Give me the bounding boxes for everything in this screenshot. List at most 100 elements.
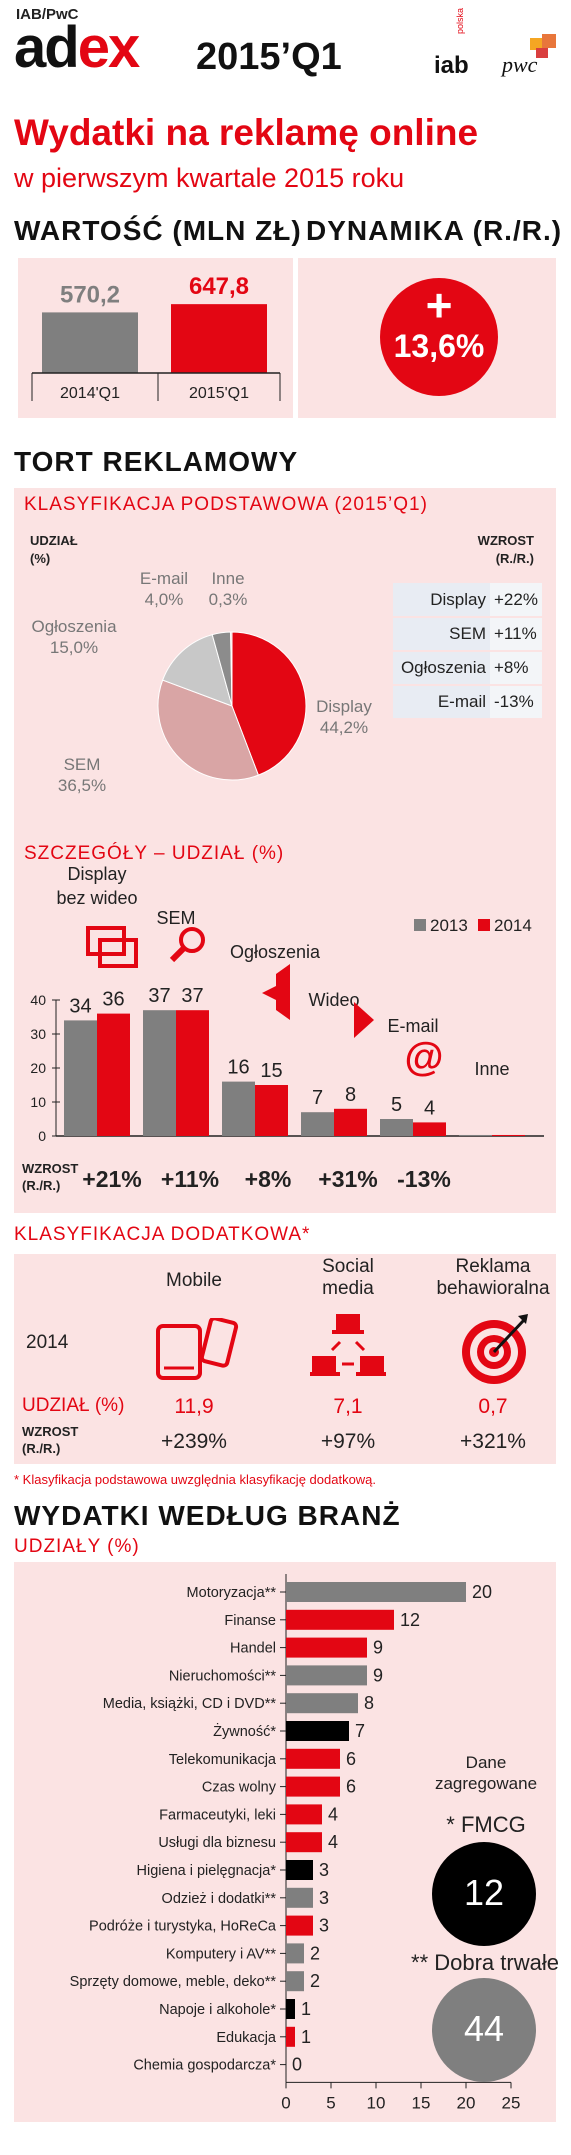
details-bar <box>64 1020 97 1136</box>
headline-subtitle: w pierwszym kwartale 2015 roku <box>14 163 405 193</box>
details-bar <box>301 1112 334 1136</box>
industry-bar <box>286 1776 340 1797</box>
details-bar-label: 7 <box>312 1087 323 1109</box>
industry-bar <box>286 1693 358 1714</box>
pie-label-value: 15,0% <box>50 638 98 657</box>
industry-category-label: Motoryzacja** <box>187 1585 277 1601</box>
industry-bar-label: 6 <box>346 1777 356 1797</box>
pie-label-value: 4,0% <box>145 590 184 609</box>
industry-bar <box>286 1832 322 1853</box>
growth-row-value: +22% <box>490 583 542 618</box>
share-label: UDZIAŁ (%) <box>30 532 78 568</box>
details-bar-label: 4 <box>424 1097 435 1119</box>
industry-bar-label: 2 <box>310 1943 320 1963</box>
details-bar <box>492 1134 525 1136</box>
industry-bar-label: 3 <box>319 1888 329 1908</box>
growth-row-label: E-mail <box>393 685 490 720</box>
industry-category-label: Podróże i turystyka, HoReCa <box>89 1919 277 1935</box>
extra-item-growth: +97% <box>320 1430 376 1453</box>
growth-label-line2: (R./R.) <box>495 551 534 566</box>
industry-bar <box>286 1915 313 1936</box>
industry-bar-label: 6 <box>346 1749 356 1769</box>
industry-x-tick-label: 20 <box>457 2093 476 2112</box>
industry-bar-label: 7 <box>355 1721 365 1741</box>
value-bar-label: 647,8 <box>189 273 249 300</box>
details-category-label: SEM <box>156 908 195 928</box>
growth-row-value: -13% <box>490 685 542 720</box>
industry-bar <box>286 1637 367 1658</box>
details-bar-label: 34 <box>69 995 91 1017</box>
search-icon <box>169 927 205 963</box>
pie-label-name: Inne <box>211 569 244 588</box>
pie-chart: Display 44,2% SEM 36,5% Ogłoszenia 15,0% E-mai… <box>31 569 372 795</box>
industry-category-label: Nieruchomości** <box>169 1668 277 1684</box>
details-category-label: E-mail <box>387 1016 438 1036</box>
details-growth-value: +21% <box>82 1166 142 1192</box>
industry-category-label: Higiena i pielęgnacja* <box>137 1863 277 1879</box>
pie-slice <box>162 634 233 707</box>
industry-category-label: Czas wolny <box>202 1780 277 1796</box>
industry-bar-label: 0 <box>292 2055 302 2075</box>
details-growth-label: WZROST (R./R.) <box>22 1160 78 1194</box>
details-category-label: bez wideo <box>56 888 137 908</box>
industry-x-tick-label: 0 <box>281 2093 290 2112</box>
extra-item-behavioral: Reklama behawioralna <box>418 1256 568 1300</box>
legend-label: 2013 <box>430 916 468 935</box>
target-icon <box>462 1314 528 1384</box>
pie-label-name: Display <box>316 697 372 716</box>
headline-title: Wydatki na reklamę online <box>14 112 479 153</box>
aggregated-label-line2: zagregowane <box>434 1774 538 1793</box>
details-bar <box>459 1134 492 1136</box>
details-growth-values: +21% +11% +8% +31% -13% <box>72 1166 552 1196</box>
details-bar-label: 15 <box>260 1060 282 1082</box>
industry-category-label: Chemia gospodarcza* <box>133 2058 276 2074</box>
details-bar-chart: 0 10 20 30 40 34 36 Display bez wideo 37 37 SEM 16 15… <box>30 864 544 1144</box>
extra-growth-label: WZROST (R./R.) <box>22 1423 78 1457</box>
industry-category-label: Farmaceutyki, leki <box>159 1807 276 1823</box>
extra-item-name2: media <box>322 1278 374 1299</box>
industry-bar <box>286 1860 313 1880</box>
details-category-label: Wideo <box>308 990 359 1010</box>
y-tick-label: 20 <box>30 1060 46 1076</box>
aggregated-label-line1: Dane <box>465 1753 507 1772</box>
search-icon-handle <box>169 945 187 963</box>
extra-item-name2: behawioralna <box>436 1278 550 1299</box>
details-bar-label: 37 <box>148 985 170 1007</box>
adex-logo: adex <box>14 15 140 80</box>
adex-logo-ex: ex <box>77 15 140 80</box>
iab-logo: iab <box>434 52 469 80</box>
industry-bar-label: 4 <box>328 1804 338 1824</box>
details-category-label: Inne <box>474 1059 509 1079</box>
pie-section-title: TORT REKLAMOWY <box>14 446 299 477</box>
industry-bar-label: 4 <box>328 1832 338 1852</box>
pwc-logo-text: pwc <box>502 52 538 77</box>
industry-bar-label: 8 <box>364 1693 374 1713</box>
industry-bar <box>286 1721 349 1741</box>
dynamics-value: 13,6% <box>393 328 485 364</box>
value-category-label: 2015'Q1 <box>189 385 249 402</box>
dynamics-section-title: DYNAMIKA (R./R.) <box>306 215 563 246</box>
industry-category-label: Finanse <box>224 1613 276 1629</box>
details-growth-label-line1: WZROST <box>22 1161 79 1176</box>
details-growth-label-line2: (R./R.) <box>22 1178 61 1193</box>
industry-section-subtitle: UDZIAŁY (%) <box>14 1536 140 1557</box>
table-row: Ogłoszenia +8% <box>393 651 542 686</box>
fmcg-label: * FMCG <box>446 1812 526 1837</box>
industry-bar-label: 3 <box>319 1916 329 1936</box>
fmcg-value: 12 <box>463 1872 505 1913</box>
industry-x-tick-label: 15 <box>412 2093 431 2112</box>
details-bar <box>413 1122 446 1136</box>
industry-x-tick-label: 5 <box>326 2093 335 2112</box>
pwc-logo-mark <box>530 34 556 58</box>
industry-bar-label: 9 <box>373 1638 383 1658</box>
durable-label: ** Dobra trwałe <box>411 1950 559 1975</box>
display-ads-icon <box>86 926 138 968</box>
pie-label-name: E-mail <box>140 569 188 588</box>
details-growth-value: +31% <box>318 1166 378 1192</box>
value-bar <box>42 312 138 373</box>
pie-slice <box>231 631 307 776</box>
extra-share-label: UDZIAŁ (%) <box>22 1395 125 1416</box>
growth-row-label: SEM <box>393 617 490 652</box>
table-row: E-mail -13% <box>393 685 542 720</box>
